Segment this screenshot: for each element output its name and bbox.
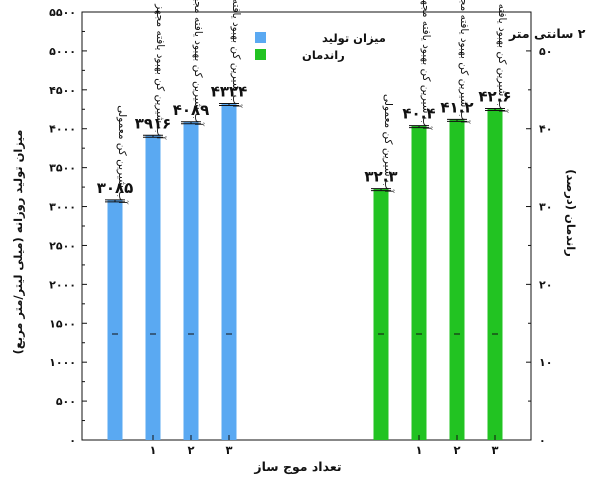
x-tick-label: ۳ xyxy=(225,443,232,457)
left-tick-label: ۴۰۰۰ xyxy=(49,123,76,136)
right-tick-label: ۵۰ xyxy=(539,45,552,58)
left-tick-label: ۳۰۰۰ xyxy=(49,201,76,214)
bar xyxy=(183,121,199,440)
bar-text-label: آب شیرین کن معمولی xyxy=(116,105,129,205)
bar-text-label: آب شیرین کن بهبود یافته مجهز به موج ساز xyxy=(496,0,509,114)
bar xyxy=(487,108,503,441)
right-tick-label: ۱۰ xyxy=(539,356,552,369)
x-tick-label: ۲ xyxy=(187,443,194,457)
bar-text-label: آب شیرین کن بهبود یافته مجهز به موج ساز xyxy=(154,0,167,140)
y-axis-label-right: راندمان (درصد) xyxy=(564,169,578,257)
bar-text-label: آب شیرین کن بهبود یافته مجهز به موج ساز xyxy=(192,0,205,127)
x-axis: ۱ ۲ ۳ ۱ ۲ ۳ xyxy=(149,435,499,457)
x-tick-label: ۲ xyxy=(453,443,460,457)
left-tick-label: ۴۵۰۰ xyxy=(49,84,76,97)
bar-value-label: ۴۰.۴ xyxy=(402,105,435,123)
left-tick-label: ۵۰۰ xyxy=(56,395,76,408)
bar-text-label: آب شیرین کن بهبود یافته مجهز به موج ساز xyxy=(230,0,243,109)
left-tick-label: ۳۵۰۰ xyxy=(49,162,76,175)
bar-value-label: ۴۱.۲ xyxy=(440,98,473,116)
right-tick-label: ۲۰ xyxy=(539,278,552,291)
left-tick-label: ۱۰۰۰ xyxy=(49,356,76,369)
legend: میزان تولید راندمان xyxy=(255,31,386,62)
bar-text-label: آب شیرین کن بهبود یافته مجهز به موج ساز xyxy=(420,0,433,131)
left-tick-label: ۲۵۰۰ xyxy=(49,239,76,252)
left-tick-label: ۰ xyxy=(69,434,76,447)
bar-text-label: آب شیرین کن معمولی xyxy=(382,94,395,194)
bar-text-label: آب شیرین کن بهبود یافته مجهز به موج ساز xyxy=(458,0,471,124)
bar-value-label: ۳۹۱۶ xyxy=(135,114,172,132)
left-axis: ۰ ۵۰۰ ۱۰۰۰ ۱۵۰۰ ۲۰۰۰ ۲۵۰۰ ۳۰۰۰ ۳۵۰۰ ۴۰۰۰ ۴۵۰۰ ۵۰۰۰… xyxy=(49,6,87,447)
right-tick-label: ۰ xyxy=(539,434,546,447)
legend-label-efficiency: راندمان xyxy=(302,48,345,62)
right-tick-label: ۴۰ xyxy=(539,123,552,136)
right-tick-label: ۳۰ xyxy=(539,201,552,214)
legend-swatch-efficiency xyxy=(255,49,266,60)
left-tick-label: ۲۰۰۰ xyxy=(49,278,76,291)
bar xyxy=(221,103,237,440)
bar-value-label: ۴۳۲۴ xyxy=(211,83,248,101)
legend-swatch-production xyxy=(255,32,266,43)
bar xyxy=(107,199,123,440)
x-tick-label: ۳ xyxy=(491,443,498,457)
bar xyxy=(449,119,465,440)
legend-label-production: میزان تولید xyxy=(322,31,386,46)
left-tick-label: ۱۵۰۰ xyxy=(49,317,76,330)
x-tick-label: ۱ xyxy=(149,443,156,457)
right-axis: ۰ ۱۰ ۲۰ ۳۰ ۴۰ ۵۰ xyxy=(526,11,552,447)
y-axis-label-left: میزان تولید روزانه (میلی لیتر/متر مربع) xyxy=(11,130,26,355)
x-axis-label: تعداد موج ساز xyxy=(253,459,341,474)
x-tick-label: ۱ xyxy=(415,443,422,457)
bar xyxy=(373,188,389,440)
bar xyxy=(411,125,427,440)
bar-value-label: ۴۲.۶ xyxy=(478,87,511,105)
chart-title: عمق آب ۲ سانتی متر xyxy=(508,26,589,41)
bar-value-label: ۴۰۸۹ xyxy=(173,101,210,119)
bar xyxy=(145,135,161,440)
bar-value-label: ۳۰۸۵ xyxy=(97,179,134,197)
left-tick-label: ۵۵۰۰ xyxy=(49,6,76,19)
left-tick-label: ۵۰۰۰ xyxy=(49,45,76,58)
bar-value-label: ۳۲.۳ xyxy=(364,168,397,186)
